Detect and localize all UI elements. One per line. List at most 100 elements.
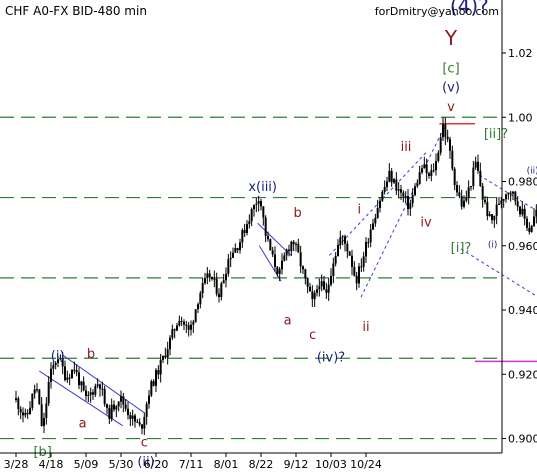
candle-body-51 <box>134 415 136 422</box>
candle-body-110 <box>271 250 274 255</box>
candle-body-105 <box>260 201 262 207</box>
candle-body-61 <box>157 370 160 375</box>
candle-body-103 <box>255 203 258 205</box>
candle-body-137 <box>334 255 337 264</box>
candle-body-98 <box>243 230 246 234</box>
candle-body-45 <box>120 396 122 402</box>
candle-body-169 <box>409 203 412 210</box>
candle-body-39 <box>106 404 108 408</box>
candle-body-134 <box>327 284 330 293</box>
candle-body-12 <box>43 418 45 426</box>
wave-label-21: b <box>87 347 95 362</box>
candle-body-186 <box>449 139 451 151</box>
candle-body-24 <box>71 369 73 379</box>
y-tick-label-5: 0.920 <box>508 368 537 381</box>
candle-body-101 <box>250 209 253 222</box>
y-tick-label-1: 1.00 <box>508 111 533 124</box>
candle-body-16 <box>52 365 55 369</box>
candle-body-182 <box>439 137 442 153</box>
candle-body-34 <box>94 386 97 395</box>
candle-body-159 <box>386 181 388 188</box>
candle-body-118 <box>290 241 293 252</box>
candle-body-112 <box>276 266 279 275</box>
channel-line-3 <box>257 222 292 256</box>
candle-body-22 <box>66 377 69 381</box>
candle-body-187 <box>451 150 454 169</box>
candle-body-215 <box>516 201 519 207</box>
candle-body-196 <box>472 167 475 187</box>
candle-body-93 <box>232 252 234 258</box>
candle-body-181 <box>437 152 440 162</box>
candle-body-161 <box>390 170 393 183</box>
candle-body-89 <box>222 280 225 284</box>
candle-body-18 <box>57 359 59 363</box>
wave-label-26: c <box>141 436 148 451</box>
candle-body-111 <box>274 254 276 267</box>
channel-line-7 <box>479 174 537 212</box>
candle-body-210 <box>505 194 507 200</box>
candle-body-82 <box>206 273 209 279</box>
x-tick-label-1: 4/18 <box>39 458 64 471</box>
candle-body-158 <box>383 187 386 192</box>
candle-body-188 <box>453 168 456 186</box>
candle-body-2 <box>19 408 22 413</box>
candle-body-109 <box>269 239 272 251</box>
y-axis: 1.02 1.00 0.980 0.960 0.940 0.920 0.900 <box>502 47 537 446</box>
y-tick-label-0: 1.02 <box>508 47 533 60</box>
candle-body-172 <box>416 183 419 187</box>
candle-body-127 <box>311 291 314 300</box>
candle-body-126 <box>309 286 311 292</box>
x-tick-label-2: 5/09 <box>74 458 99 471</box>
candle-body-62 <box>159 359 162 375</box>
candle-body-185 <box>446 136 449 140</box>
candle-body-60 <box>155 370 157 386</box>
y-tick-label-2: 0.980 <box>508 176 537 189</box>
candle-body-170 <box>411 195 414 204</box>
candle-body-26 <box>75 369 78 373</box>
wave-label-13: (i) <box>488 240 498 250</box>
candle-body-213 <box>512 191 514 194</box>
candle-body-3 <box>22 412 24 416</box>
candles <box>15 117 537 436</box>
candle-body-49 <box>129 415 132 419</box>
candle-body-168 <box>407 196 409 210</box>
x-tick-label-0: 3/28 <box>4 458 29 471</box>
candle-body-146 <box>355 275 358 284</box>
candle-body-10 <box>38 389 41 405</box>
wave-label-5: [ii]? <box>484 127 508 142</box>
candle-body-200 <box>481 186 484 200</box>
candle-body-124 <box>304 269 307 279</box>
candle-body-107 <box>264 217 267 236</box>
x-tick-label-5: 7/11 <box>179 458 204 471</box>
candle-body-197 <box>474 161 477 168</box>
candle-body-4 <box>24 412 27 416</box>
candle-body-33 <box>92 392 94 395</box>
wave-label-11: b <box>294 206 302 221</box>
candle-body-40 <box>108 407 111 419</box>
candle-body-20 <box>61 357 64 367</box>
candle-body-21 <box>64 366 66 381</box>
candle-body-113 <box>278 269 281 275</box>
candle-body-149 <box>362 256 365 267</box>
candle-body-75 <box>190 324 192 330</box>
candle-body-35 <box>96 384 99 387</box>
candle-body-175 <box>423 164 426 169</box>
candle-body-190 <box>458 192 461 197</box>
candle-body-148 <box>360 266 363 268</box>
candle-body-27 <box>78 372 80 386</box>
candle-body-216 <box>519 206 521 215</box>
candle-body-179 <box>432 170 435 172</box>
candle-body-9 <box>36 389 38 391</box>
candle-body-70 <box>178 320 181 326</box>
candle-body-100 <box>248 221 251 225</box>
candle-body-23 <box>68 377 71 379</box>
candle-body-92 <box>229 257 232 260</box>
x-tick-label-10: 10/24 <box>350 458 382 471</box>
candle-body-7 <box>31 393 34 408</box>
candle-body-48 <box>127 408 129 416</box>
candle-body-199 <box>479 170 482 187</box>
candle-body-117 <box>288 249 290 252</box>
candle-body-173 <box>418 172 421 184</box>
candle-body-29 <box>82 381 85 391</box>
